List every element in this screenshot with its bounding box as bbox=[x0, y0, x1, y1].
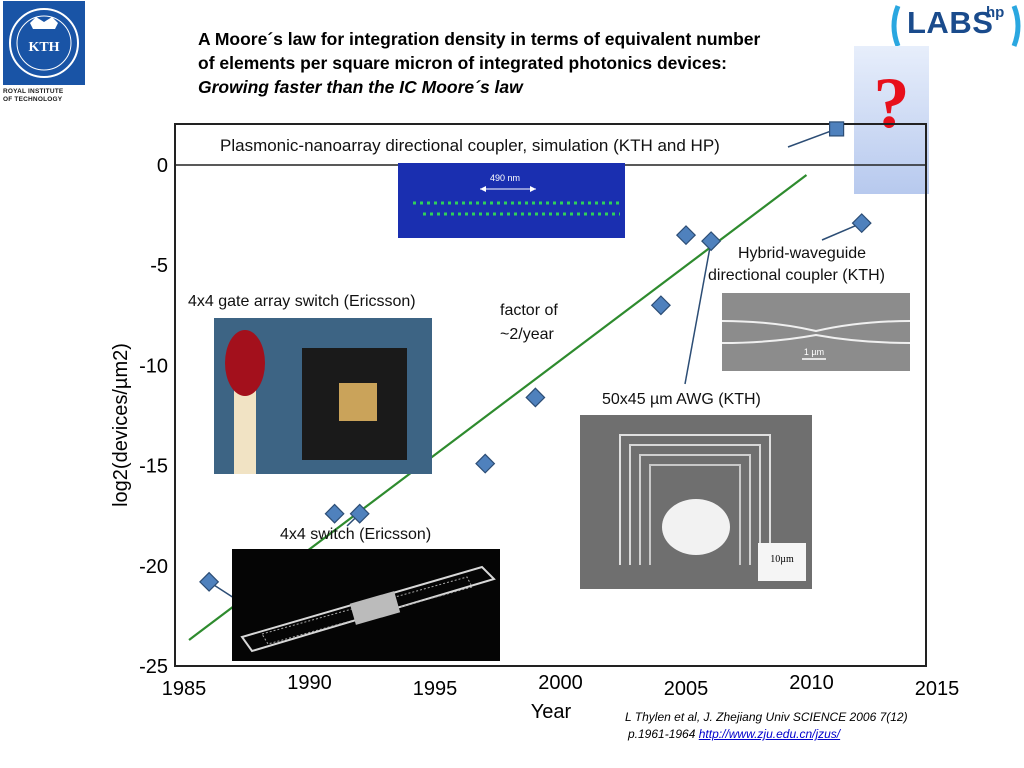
citation-pages: p.1961-1964 bbox=[628, 727, 699, 741]
hybrid-coupler-sem-image: 1 µm bbox=[722, 293, 910, 371]
plasmonic-simulation-image: 490 nm bbox=[398, 163, 625, 238]
data-point-diamond bbox=[851, 213, 872, 234]
data-points bbox=[199, 121, 872, 592]
data-point-diamond bbox=[650, 295, 671, 316]
x-axis-label: Year bbox=[531, 701, 572, 723]
citation-link[interactable]: http://www.zju.edu.cn/jzus/ bbox=[698, 727, 841, 741]
hybrid-scale-label: 1 µm bbox=[804, 347, 824, 357]
factor-label-line2: ~2/year bbox=[500, 326, 554, 343]
question-box bbox=[854, 46, 929, 194]
labs-wordmark: LABS bbox=[907, 5, 994, 40]
awg-sem-image: 10µm bbox=[580, 415, 812, 589]
y-tick-label: -15 bbox=[139, 456, 168, 478]
connector-line bbox=[787, 128, 837, 148]
kth-caption-line2: OF TECHNOLOGY bbox=[3, 96, 63, 103]
awg-label: 50x45 µm AWG (KTH) bbox=[602, 391, 761, 408]
kth-wordmark: KTH bbox=[28, 40, 59, 55]
y-tick-label: -5 bbox=[150, 255, 168, 277]
gate-array-switch-photo bbox=[214, 318, 432, 474]
connector-line bbox=[684, 241, 712, 385]
plot-frame bbox=[174, 123, 927, 667]
awg-scale-label: 10µm bbox=[770, 554, 794, 565]
kth-caption-line1: ROYAL INSTITUTE bbox=[3, 88, 64, 95]
switch-chip-image bbox=[232, 549, 500, 661]
kth-logo: KTH bbox=[3, 1, 85, 85]
y-tick-label: -10 bbox=[139, 355, 168, 377]
kth-caption: ROYAL INSTITUTE OF TECHNOLOGY bbox=[3, 88, 93, 104]
hp-superscript: hp bbox=[986, 4, 1005, 21]
hybrid-label-line2: directional coupler (KTH) bbox=[708, 267, 885, 284]
title-line1: A Moore´s law for integration density in… bbox=[198, 29, 761, 49]
y-tick-label: 0 bbox=[157, 155, 168, 177]
hybrid-label-line1: Hybrid-waveguide bbox=[738, 245, 867, 262]
x-axis-ticks: 1985 1990 1995 2000 2005 2010 2015 bbox=[162, 672, 960, 700]
data-point-diamond bbox=[199, 571, 220, 592]
data-point-square bbox=[828, 121, 845, 137]
question-mark: ? bbox=[873, 63, 910, 143]
x-tick-label: 1995 bbox=[413, 678, 458, 700]
plasmonic-label: Plasmonic-nanoarray directional coupler,… bbox=[220, 136, 720, 155]
gate-array-label: 4x4 gate array switch (Ericsson) bbox=[188, 293, 416, 310]
x-tick-label: 1985 bbox=[162, 678, 207, 700]
x-tick-label: 2010 bbox=[789, 672, 834, 694]
y-axis-label: log2(devices/µm2) bbox=[110, 343, 132, 507]
x-tick-label: 1990 bbox=[287, 672, 332, 694]
switch-label: 4x4 switch (Ericsson) bbox=[280, 526, 432, 543]
data-point-diamond bbox=[349, 503, 370, 524]
data-point-diamond bbox=[475, 453, 496, 474]
title-subtitle: Growing faster than the IC Moore´s law bbox=[198, 77, 523, 97]
y-tick-label: -25 bbox=[139, 656, 168, 678]
data-point-diamond bbox=[675, 225, 697, 246]
x-tick-label: 2015 bbox=[915, 678, 960, 700]
data-point-diamond bbox=[324, 503, 345, 524]
hp-labs-logo bbox=[888, 0, 1024, 54]
factor-label-line1: factor of bbox=[500, 302, 558, 319]
citation-line1: L Thylen et al, J. Zhejiang Univ SCIENCE… bbox=[625, 710, 908, 724]
slide-title: A Moore´s law for integration density in… bbox=[198, 27, 858, 99]
data-point-diamond bbox=[525, 387, 546, 408]
x-tick-label: 2005 bbox=[664, 678, 709, 700]
title-line2: of elements per square micron of integra… bbox=[198, 53, 728, 73]
y-tick-label: -20 bbox=[139, 556, 168, 578]
x-tick-label: 2000 bbox=[538, 672, 583, 694]
plasmonic-scale-label: 490 nm bbox=[490, 173, 520, 183]
data-point-diamond bbox=[701, 231, 722, 252]
y-axis-ticks: 0 -5 -10 -15 -20 -25 bbox=[139, 155, 168, 678]
citation: L Thylen et al, J. Zhejiang Univ SCIENCE… bbox=[625, 709, 908, 743]
